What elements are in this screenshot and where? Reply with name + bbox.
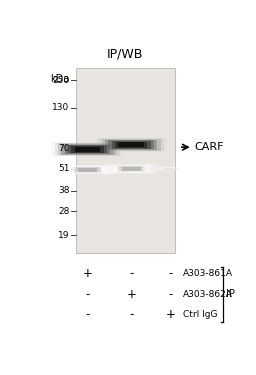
- Bar: [104, 164, 158, 174]
- Text: +: +: [126, 288, 136, 301]
- Bar: [76, 167, 100, 172]
- Bar: [55, 143, 120, 156]
- Text: -: -: [169, 288, 173, 301]
- Bar: [95, 138, 167, 152]
- Bar: [118, 142, 144, 147]
- Text: +: +: [166, 309, 176, 321]
- Text: 51: 51: [58, 164, 70, 173]
- Bar: [112, 141, 151, 149]
- Bar: [66, 165, 110, 174]
- Text: 28: 28: [58, 207, 70, 216]
- Bar: [106, 164, 156, 174]
- Bar: [115, 141, 147, 148]
- Text: +: +: [83, 267, 92, 280]
- Bar: [119, 166, 143, 171]
- Text: 19: 19: [58, 231, 70, 240]
- Text: CARF: CARF: [195, 142, 224, 152]
- Bar: [60, 165, 115, 175]
- Bar: [70, 166, 105, 173]
- Text: IP/WB: IP/WB: [107, 48, 143, 61]
- Bar: [108, 140, 154, 149]
- Bar: [61, 144, 114, 154]
- Bar: [68, 166, 107, 174]
- Bar: [153, 166, 189, 171]
- Bar: [102, 139, 161, 151]
- Text: A303-861A: A303-861A: [183, 269, 233, 278]
- Bar: [163, 168, 179, 170]
- Bar: [65, 145, 110, 154]
- Bar: [58, 144, 117, 155]
- Bar: [122, 167, 141, 171]
- Bar: [112, 165, 151, 172]
- Text: 38: 38: [58, 186, 70, 195]
- Bar: [161, 167, 181, 170]
- Text: 250: 250: [52, 76, 70, 85]
- Bar: [105, 140, 157, 150]
- Text: -: -: [85, 288, 90, 301]
- Bar: [159, 167, 182, 171]
- Text: -: -: [169, 267, 173, 280]
- Bar: [76, 68, 175, 253]
- Bar: [63, 165, 112, 174]
- Bar: [154, 166, 187, 171]
- Bar: [51, 142, 124, 157]
- Text: -: -: [85, 309, 90, 321]
- Text: IP: IP: [226, 289, 235, 299]
- Bar: [156, 167, 186, 171]
- Text: 130: 130: [52, 104, 70, 112]
- Bar: [164, 168, 177, 170]
- Bar: [71, 146, 104, 153]
- Bar: [109, 165, 153, 173]
- Bar: [75, 147, 100, 152]
- Bar: [73, 167, 102, 172]
- Bar: [78, 168, 97, 172]
- Bar: [98, 138, 164, 152]
- Text: -: -: [129, 309, 133, 321]
- Text: Ctrl IgG: Ctrl IgG: [183, 310, 217, 320]
- Text: kDa: kDa: [50, 74, 70, 84]
- Bar: [116, 166, 146, 172]
- Bar: [68, 146, 107, 153]
- Text: 70: 70: [58, 144, 70, 153]
- Text: -: -: [129, 267, 133, 280]
- Bar: [114, 165, 148, 172]
- Bar: [158, 167, 184, 171]
- Text: A303-862A: A303-862A: [183, 290, 233, 299]
